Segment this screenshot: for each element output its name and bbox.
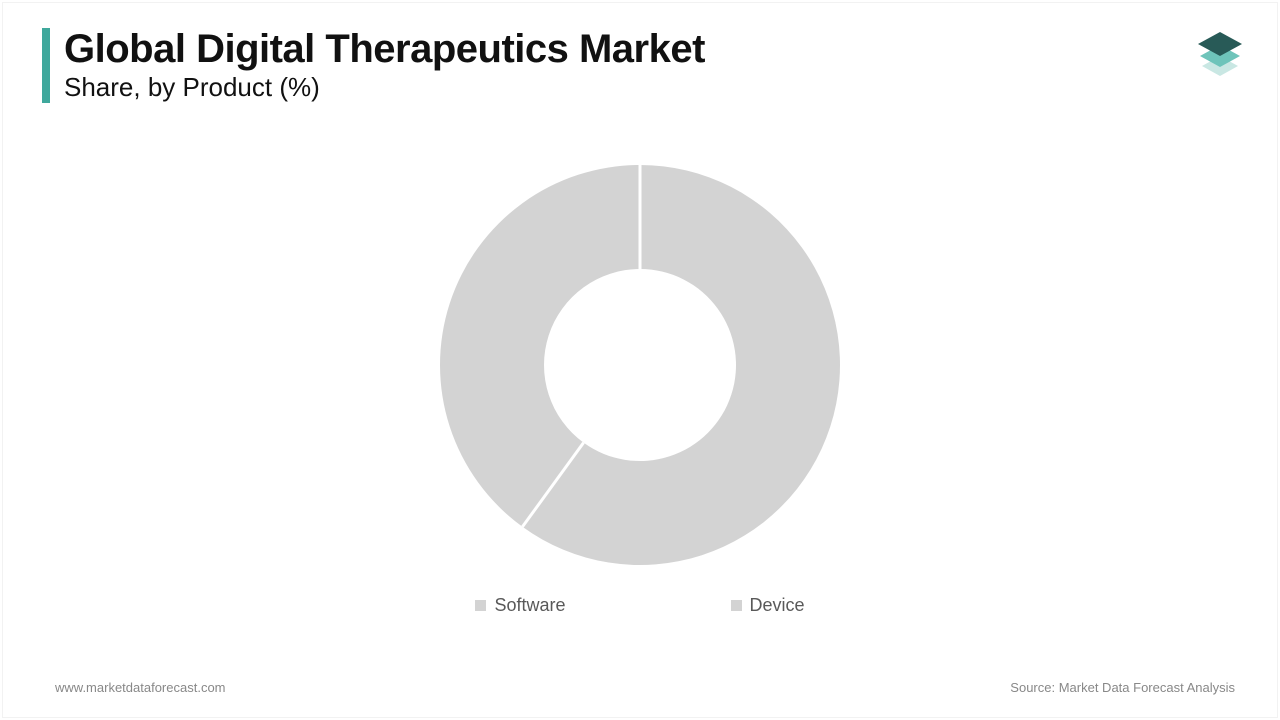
stacked-layers-icon	[1190, 22, 1250, 82]
donut-chart	[430, 155, 850, 575]
title-text-group: Global Digital Therapeutics Market Share…	[64, 28, 705, 103]
title-block: Global Digital Therapeutics Market Share…	[42, 28, 705, 103]
chart-legend: Software Device	[0, 595, 1280, 616]
brand-logo-icon	[1190, 22, 1250, 87]
legend-swatch-icon	[475, 600, 486, 611]
footer-source: Source: Market Data Forecast Analysis	[1010, 680, 1235, 695]
legend-item-device: Device	[731, 595, 805, 616]
title-accent-bar	[42, 28, 50, 103]
footer-url: www.marketdataforecast.com	[55, 680, 226, 695]
legend-item-software: Software	[475, 595, 565, 616]
legend-swatch-icon	[731, 600, 742, 611]
report-slide: Global Digital Therapeutics Market Share…	[0, 0, 1280, 720]
page-subtitle: Share, by Product (%)	[64, 72, 705, 103]
page-title: Global Digital Therapeutics Market	[64, 28, 705, 70]
legend-label: Software	[494, 595, 565, 616]
legend-label: Device	[750, 595, 805, 616]
